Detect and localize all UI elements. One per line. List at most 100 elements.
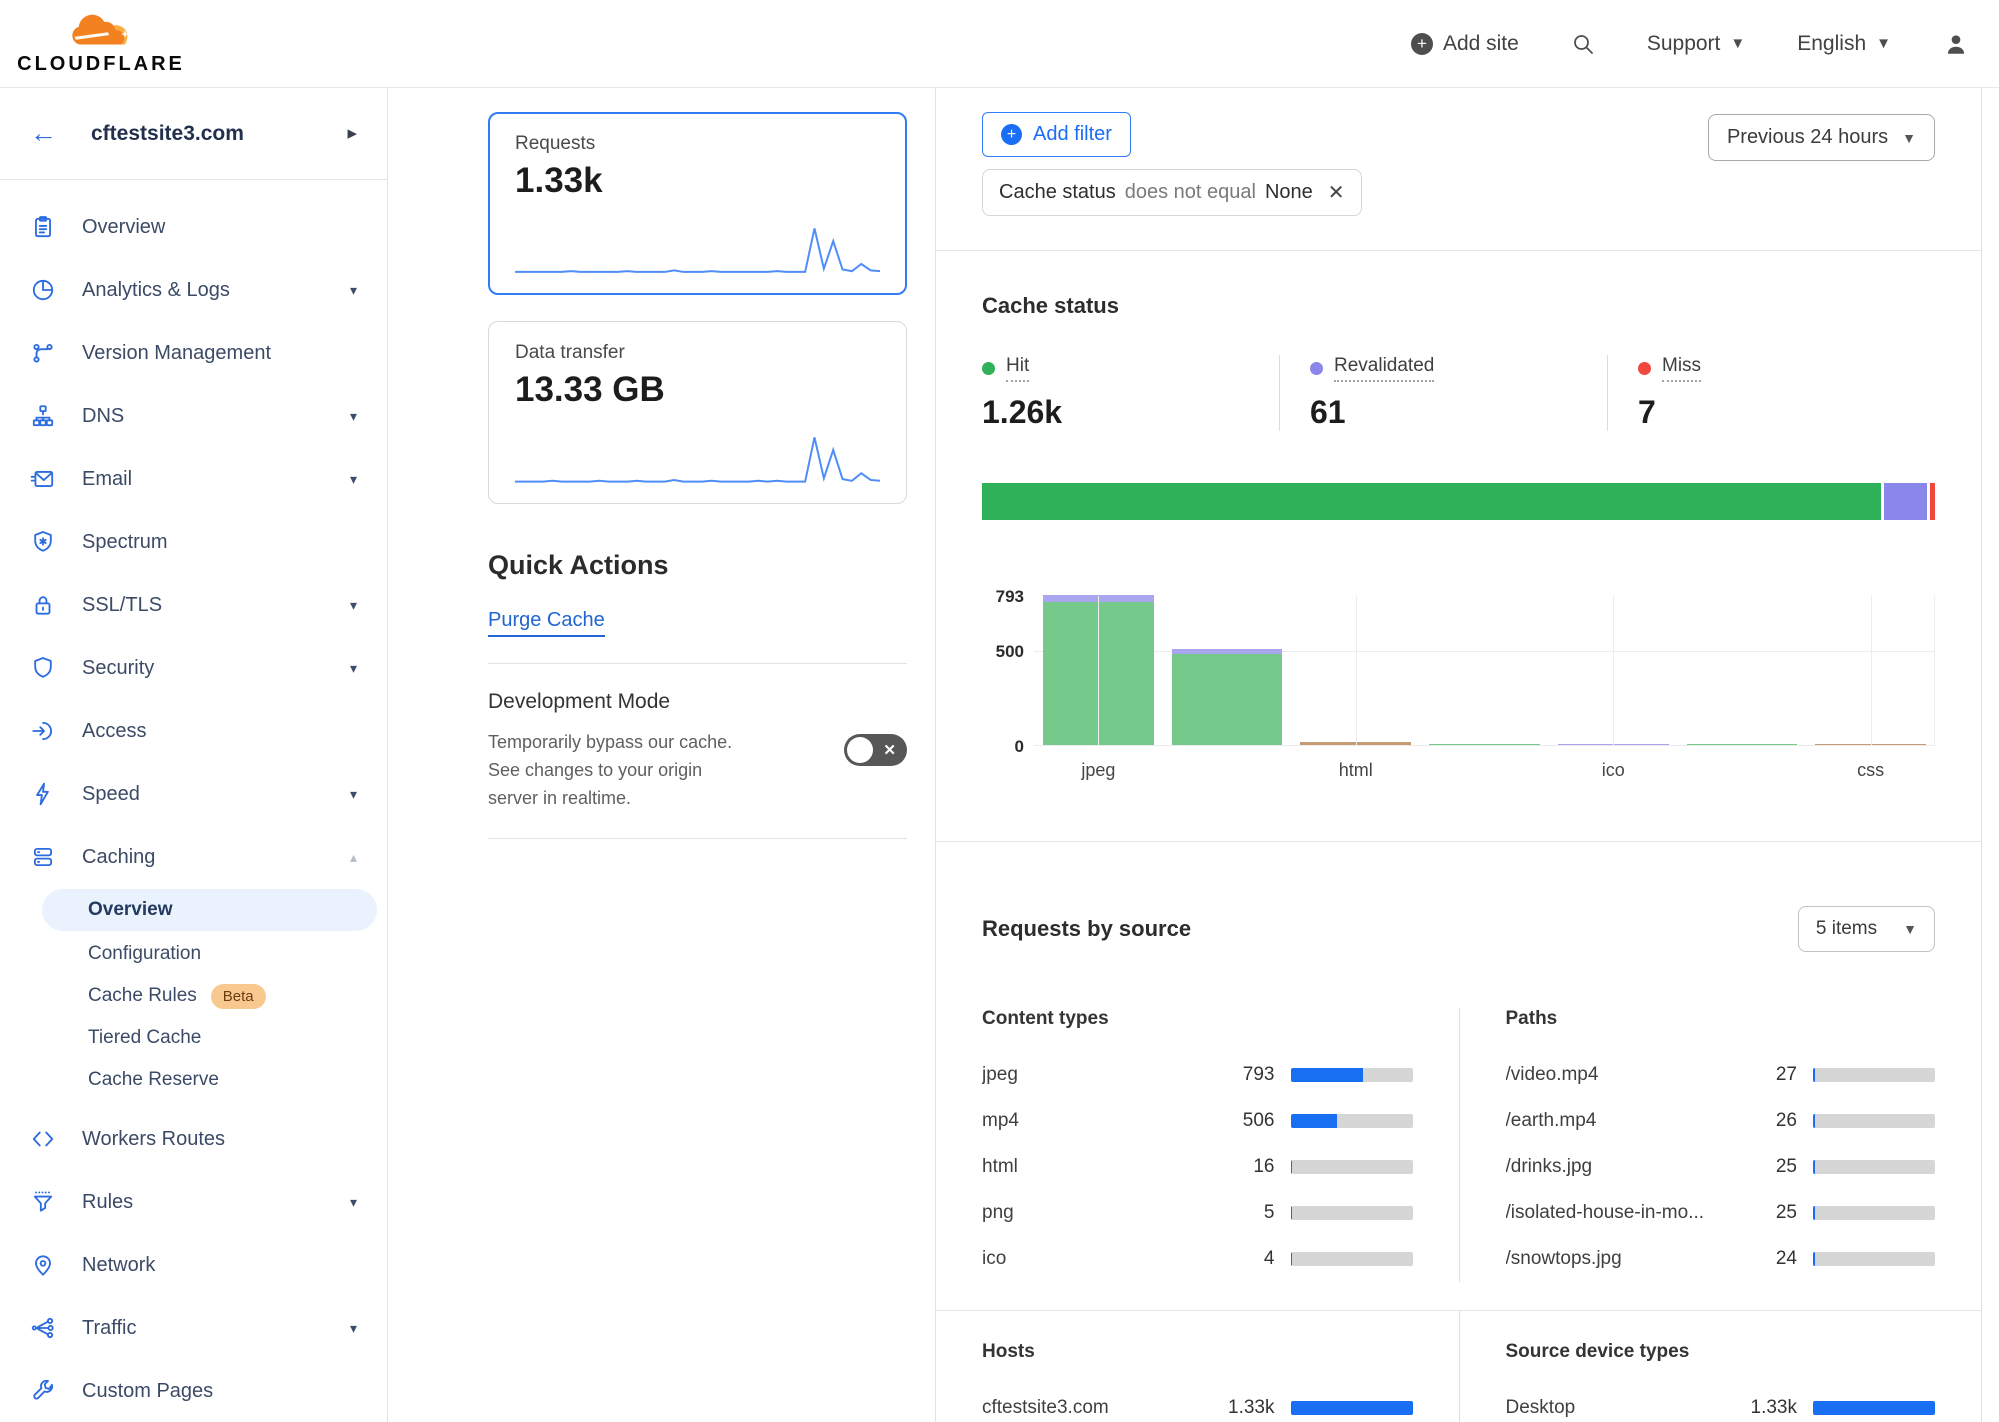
section-divider (936, 250, 1981, 251)
remove-filter-icon[interactable]: ✕ (1327, 182, 1345, 204)
list-item-label: /drinks.jpg (1505, 1156, 1593, 1177)
bar-track (1813, 1160, 1935, 1174)
chevron-down-icon: ▾ (349, 785, 357, 802)
list-item-label: /isolated-house-in-mo... (1505, 1202, 1705, 1223)
content-types-list: jpeg 793 mp4 506 html 16 png 5 ico 4 (982, 1052, 1413, 1282)
clipboard-icon (30, 214, 56, 240)
list-item: /drinks.jpg 25 (1505, 1144, 1935, 1190)
metric-value: 13.33 GB (515, 370, 665, 409)
main-layout: ← cftestsite3.com ▸ Overview Analytics & … (0, 88, 1999, 1422)
bar-fill (1813, 1068, 1816, 1082)
sidebar-subitem-cache-reserve[interactable]: Cache Reserve (0, 1059, 387, 1101)
divider (488, 838, 907, 839)
sidebar-subitem-cache-rules[interactable]: Cache Rules Beta (0, 975, 387, 1017)
site-switcher-caret-icon[interactable]: ▸ (347, 123, 357, 144)
cloudflare-logo[interactable]: CLOUDFLARE (17, 11, 182, 76)
development-mode-toggle[interactable]: ✕ (844, 734, 907, 766)
chevron-down-icon: ▼ (1903, 921, 1917, 937)
list-item-label: cftestsite3.com (982, 1397, 1109, 1418)
bar-track (1813, 1068, 1935, 1082)
time-range-select[interactable]: Previous 24 hours ▼ (1707, 114, 1935, 161)
hosts-column: Hosts cftestsite3.com 1.33k (982, 1311, 1459, 1422)
stat-label[interactable]: Hit (982, 355, 1279, 382)
sidebar-item-label: Workers Routes (82, 1127, 226, 1150)
stat-label[interactable]: Revalidated (1310, 355, 1607, 382)
sidebar-item-rules[interactable]: Rules ▾ (0, 1177, 387, 1227)
sidebar-subitem-overview[interactable]: Overview (42, 889, 377, 931)
sidebar-item-network[interactable]: Network (0, 1240, 387, 1290)
sidebar-item-traffic[interactable]: Traffic ▾ (0, 1303, 387, 1353)
sidebar-item-custom-pages[interactable]: Custom Pages (0, 1366, 387, 1416)
chevron-down-icon: ▾ (349, 659, 357, 676)
gridline (1098, 596, 1100, 745)
filter-value: None (1264, 181, 1313, 203)
list-item: /isolated-house-in-mo... 25 (1505, 1190, 1935, 1236)
sidebar-item-ssl-tls[interactable]: SSL/TLS ▾ (0, 580, 387, 630)
account-menu[interactable] (1943, 31, 1969, 57)
data-transfer-metric-card[interactable]: Data transfer 13.33 GB (488, 321, 907, 504)
add-filter-button[interactable]: + Add filter (982, 112, 1131, 157)
gridline (1034, 651, 1935, 653)
sidebar-item-label: Rules (82, 1190, 134, 1213)
bar-track (1290, 1252, 1413, 1266)
list-item-value: 793 (1242, 1064, 1275, 1085)
sidebar-item-dns[interactable]: DNS ▾ (0, 391, 387, 441)
brand-wordmark: CLOUDFLARE (17, 53, 185, 75)
bar-fill (1290, 1401, 1413, 1415)
list-item: mp4 506 (982, 1098, 1413, 1144)
sidebar-item-workers-routes[interactable]: Workers Routes (0, 1114, 387, 1164)
list-item: /snowtops.jpg 24 (1505, 1236, 1935, 1282)
stat-label[interactable]: Miss (1638, 355, 1935, 382)
items-count-select[interactable]: 5 items ▼ (1797, 906, 1935, 952)
purge-cache-link[interactable]: Purge Cache (488, 609, 605, 637)
sidebar-item-security[interactable]: Security ▾ (0, 643, 387, 693)
support-menu[interactable]: Support ▼ (1646, 31, 1746, 55)
hosts-title: Hosts (982, 1341, 1035, 1362)
chart-bar-slot (1420, 596, 1549, 745)
chart-plot-area: 793 500 0 (996, 587, 1935, 756)
list-item-label: ico (982, 1248, 1007, 1269)
requests-metric-card[interactable]: Requests 1.33k (488, 112, 907, 295)
list-item-label: Desktop (1505, 1397, 1576, 1418)
chart-bar (1686, 743, 1798, 745)
sidebar-submenu-caching: Overview Configuration Cache Rules Beta Tier… (0, 889, 387, 1101)
language-menu[interactable]: English ▼ (1797, 31, 1891, 55)
toggle-off-x-icon: ✕ (883, 742, 896, 759)
list-item-label: mp4 (982, 1110, 1019, 1131)
sidebar-item-overview[interactable]: Overview (0, 202, 387, 252)
list-item-label: /snowtops.jpg (1505, 1248, 1622, 1269)
list-item: html 16 (982, 1144, 1413, 1190)
stat-revalidated: Revalidated 61 (1279, 355, 1607, 431)
requests-by-source-grid: Content types jpeg 793 mp4 506 html 16 png 5 ico… (936, 1008, 1981, 1422)
add-site-button[interactable]: + Add site (1410, 32, 1519, 56)
sidebar-item-version-management[interactable]: Version Management (0, 328, 387, 378)
sidebar-subitem-configuration[interactable]: Configuration (0, 933, 387, 975)
search-button[interactable] (1571, 32, 1595, 56)
sidebar-item-caching[interactable]: Caching ▴ (0, 832, 387, 882)
bar-track (1813, 1114, 1935, 1128)
gridline (1355, 596, 1357, 745)
shield-star-icon (30, 529, 56, 555)
sidebar-subitem-tiered-cache[interactable]: Tiered Cache (0, 1017, 387, 1059)
list-item-label: /video.mp4 (1505, 1064, 1599, 1085)
list-item-label: jpeg (982, 1064, 1018, 1085)
sidebar-nav: Overview Analytics & Logs ▾ Version Managem… (0, 180, 387, 1416)
sidebar-item-label: Access (82, 719, 147, 742)
envelope-icon (30, 466, 56, 492)
sidebar-item-spectrum[interactable]: Spectrum (0, 517, 387, 567)
filter-bar: + Add filter Cache status does not equal… (982, 112, 1935, 216)
list-item-value: 27 (1775, 1064, 1797, 1085)
sidebar-item-access[interactable]: Access (0, 706, 387, 756)
sidebar-item-analytics-logs[interactable]: Analytics & Logs ▾ (0, 265, 387, 315)
stat-label-text: Revalidated (1334, 355, 1435, 382)
back-arrow-icon[interactable]: ← (30, 118, 57, 148)
stat-label-text: Miss (1662, 355, 1702, 382)
sidebar-item-email[interactable]: Email ▾ (0, 454, 387, 504)
gridline (1870, 596, 1872, 745)
login-arrow-icon (30, 718, 56, 744)
bar-track (1290, 1206, 1413, 1220)
sidebar-item-speed[interactable]: Speed ▾ (0, 769, 387, 819)
list-item: Desktop 1.33k (1505, 1385, 1935, 1422)
cache-status-chart: 793 500 0 jpeg html ico css (982, 587, 1935, 781)
wrench-icon (30, 1378, 56, 1404)
